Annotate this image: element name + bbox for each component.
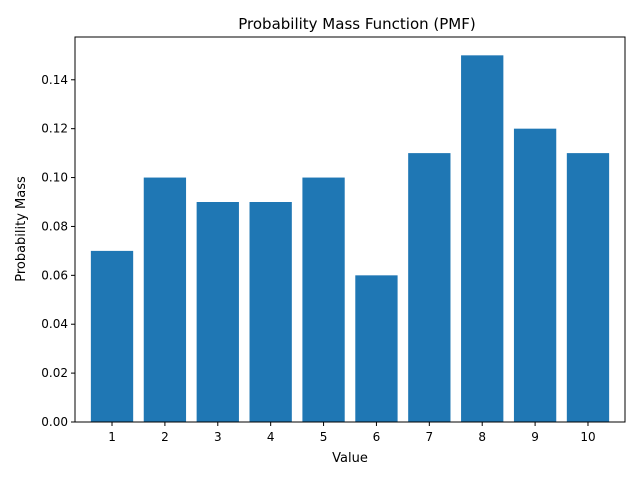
y-axis-ticks: 0.00 0.02 0.04 0.06 0.08 0.10 0.12 0.14 — [41, 73, 75, 429]
x-tick-label: 2 — [161, 430, 169, 444]
x-tick-label: 3 — [214, 430, 222, 444]
x-tick-label: 10 — [580, 430, 595, 444]
x-tick-label: 1 — [108, 430, 116, 444]
y-tick-label: 0.08 — [41, 219, 68, 233]
bar — [90, 250, 134, 422]
bar — [302, 177, 345, 422]
x-axis-label: Value — [332, 451, 368, 466]
x-tick-label: 9 — [531, 430, 539, 444]
x-tick-label: 5 — [320, 430, 328, 444]
x-tick-label: 6 — [373, 430, 381, 444]
bar — [566, 153, 610, 422]
bars — [90, 55, 610, 422]
x-tick-label: 8 — [478, 430, 486, 444]
bar — [513, 128, 557, 422]
x-tick-label: 7 — [426, 430, 434, 444]
y-tick-label: 0.02 — [41, 366, 68, 380]
y-tick-label: 0.14 — [41, 73, 68, 87]
bar — [249, 202, 292, 422]
chart-title: Probability Mass Function (PMF) — [238, 15, 475, 33]
y-axis-label: Probability Mass — [14, 176, 29, 282]
x-axis-ticks: 1 2 3 4 5 6 7 8 9 10 — [108, 422, 596, 444]
y-tick-label: 0.00 — [41, 415, 68, 429]
y-tick-label: 0.12 — [41, 122, 68, 136]
bar — [196, 202, 239, 422]
axes-frame — [74, 36, 626, 423]
bar — [143, 177, 187, 422]
y-tick-label: 0.10 — [41, 171, 68, 185]
plot-area: 1 2 3 4 5 6 7 8 9 10 0.00 0.02 0.04 0.06 0.08 0.10 0.12… — [41, 36, 626, 444]
bar — [408, 153, 451, 422]
bar — [461, 55, 504, 422]
y-tick-label: 0.06 — [41, 268, 68, 282]
x-tick-label: 4 — [267, 430, 275, 444]
bar — [355, 275, 398, 422]
y-tick-label: 0.04 — [41, 317, 68, 331]
